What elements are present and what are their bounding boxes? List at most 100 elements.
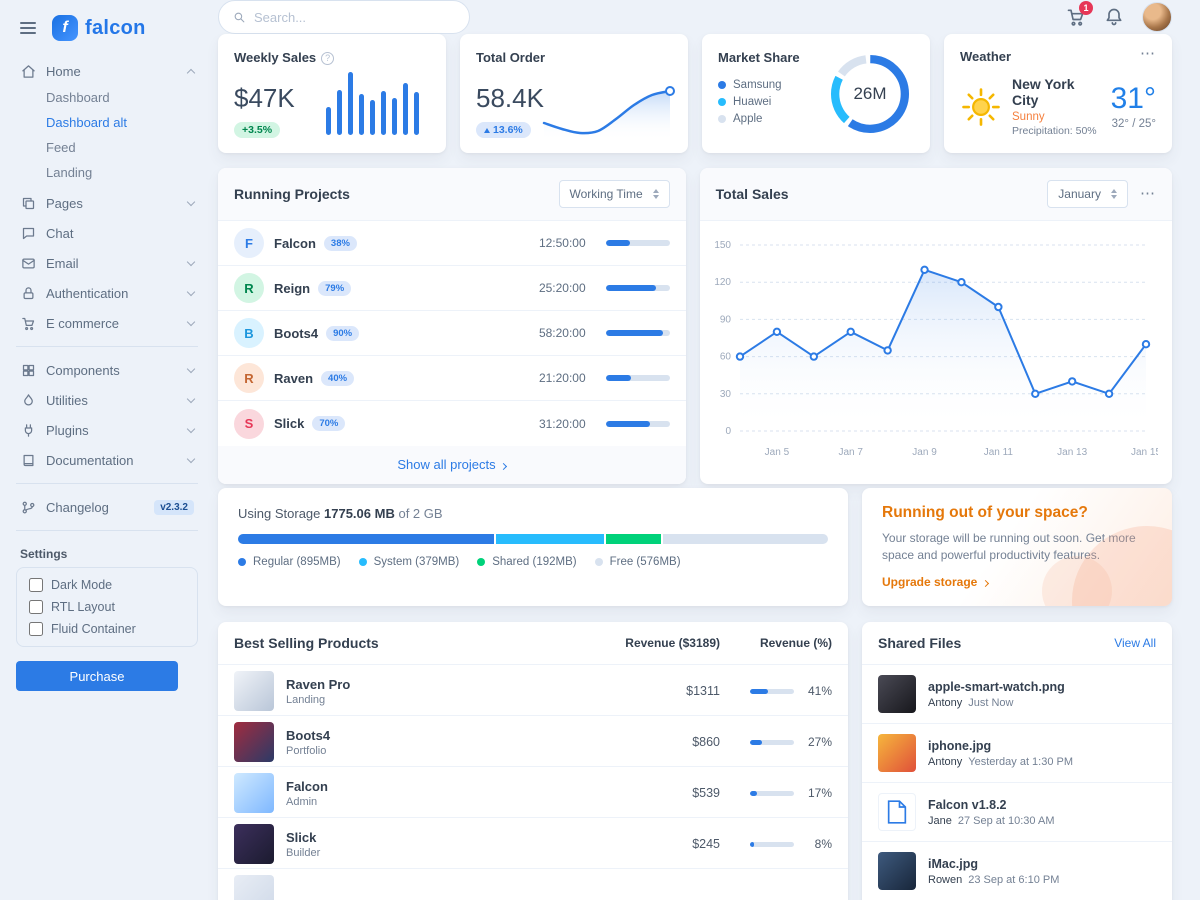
rtl-layout-toggle[interactable]: RTL Layout	[29, 600, 185, 614]
product-name[interactable]: Boots4	[286, 727, 331, 743]
sidebar-item-dashboard[interactable]: Dashboard	[46, 90, 110, 105]
storage-used: 1775.06 MB	[324, 506, 395, 521]
sidebar-item-changelog[interactable]: Changelog v2.3.2	[16, 492, 198, 522]
project-progress-badge: 38%	[323, 235, 357, 251]
revenue-progress-bar	[750, 688, 794, 694]
storage-total: of 2 GB	[398, 506, 443, 521]
file-time: 27 Sep at 10:30 AM	[957, 814, 1055, 827]
sidebar-item-authentication[interactable]: Authentication	[16, 278, 198, 308]
app-logo[interactable]: f falcon	[52, 15, 146, 41]
upgrade-storage-link[interactable]: Upgrade storage	[882, 575, 989, 589]
file-name[interactable]: Falcon v1.8.2	[928, 797, 1007, 812]
purchase-button[interactable]: Purchase	[16, 661, 178, 691]
product-thumbnail	[234, 722, 274, 762]
file-time: 23 Sep at 6:10 PM	[968, 873, 1060, 886]
sidebar-item-label: Documentation	[46, 452, 134, 468]
sidebar-item-documentation[interactable]: Documentation	[16, 445, 198, 475]
svg-text:Jan 13: Jan 13	[1057, 447, 1087, 458]
shared-file-item[interactable]: apple-smart-watch.png Antony Just Now	[862, 665, 1172, 724]
project-row: R Raven 40% 21:20:00	[218, 356, 686, 401]
rtl-layout-checkbox[interactable]	[29, 600, 43, 614]
file-user: Antony	[928, 755, 963, 768]
sidebar-item-components[interactable]: Components	[16, 355, 198, 385]
project-name[interactable]: Raven	[274, 370, 314, 386]
sidebar-item-feed[interactable]: Feed	[46, 140, 76, 155]
best-selling-list: Raven Pro Landing $1311 41% Boots4 Portfol…	[218, 665, 848, 900]
search-box[interactable]	[218, 0, 470, 34]
shared-files-list: apple-smart-watch.png Antony Just Now iph…	[862, 665, 1172, 900]
svg-text:Jan 9: Jan 9	[912, 447, 937, 458]
shared-files-card: Shared Files View All apple-smart-watch.…	[862, 622, 1172, 900]
file-name[interactable]: apple-smart-watch.png	[928, 679, 1065, 694]
file-name[interactable]: iphone.jpg	[928, 738, 992, 753]
total-order-chart	[542, 86, 675, 141]
project-name[interactable]: Falcon	[274, 235, 316, 251]
card-title: Weekly Sales	[234, 50, 317, 65]
table-row: Falcon Admin $539 17%	[218, 767, 848, 818]
components-icon	[20, 362, 36, 378]
sidebar-item-home[interactable]: Home	[16, 56, 198, 86]
sidebar-item-dashboard-alt[interactable]: Dashboard alt	[46, 115, 127, 130]
user-avatar[interactable]	[1142, 2, 1172, 32]
upgrade-space-body: Your storage will be running out soon. G…	[882, 531, 1136, 563]
sidebar-item-landing[interactable]: Landing	[46, 165, 93, 180]
hamburger-menu-button[interactable]	[16, 18, 40, 38]
upgrade-space-title: Running out of your space?	[882, 504, 1088, 521]
svg-text:150: 150	[714, 240, 731, 251]
sidebar-item-chat[interactable]: Chat	[16, 218, 198, 248]
divider	[16, 346, 198, 347]
product-category[interactable]: Admin	[286, 795, 318, 808]
product-name[interactable]: Raven Pro	[286, 676, 351, 692]
weekly-sales-value: $47K	[234, 83, 295, 113]
chevron-down-icon	[186, 454, 196, 463]
info-icon[interactable]	[321, 51, 335, 65]
shared-file-item[interactable]: iMac.jpg Rowen 23 Sep at 6:10 PM	[862, 842, 1172, 900]
project-name[interactable]: Slick	[274, 416, 305, 431]
sidebar-item-utilities[interactable]: Utilities	[16, 385, 198, 415]
search-icon	[234, 12, 245, 22]
cart-button[interactable]: 1	[1066, 1, 1093, 27]
project-progress-bar	[605, 330, 670, 336]
dark-mode-toggle[interactable]: Dark Mode	[29, 578, 185, 592]
fluid-container-checkbox[interactable]	[29, 622, 43, 636]
month-select[interactable]: January	[1047, 180, 1128, 208]
fluid-container-toggle[interactable]: Fluid Container	[29, 622, 185, 636]
product-category[interactable]: Landing	[286, 693, 326, 706]
legend-dot	[718, 81, 726, 89]
sidebar-item-plugins[interactable]: Plugins	[16, 415, 198, 445]
project-name[interactable]: Reign	[274, 280, 311, 296]
total-sales-card: Total Sales January ⋯ 0 30 60 90 120 150 Jan 5…	[699, 168, 1172, 484]
sidebar-item-pages[interactable]: Pages	[16, 188, 198, 218]
working-time-select[interactable]: Working Time	[558, 180, 670, 208]
card-title: Shared Files	[878, 635, 962, 651]
storage-progress-bar	[238, 534, 828, 544]
dark-mode-checkbox[interactable]	[29, 578, 43, 592]
show-all-projects-link[interactable]: Show all projects	[397, 457, 508, 472]
view-all-link[interactable]: View All	[1114, 636, 1156, 650]
project-name[interactable]: Boots4	[274, 325, 319, 341]
product-category[interactable]: Portfolio	[286, 744, 327, 757]
search-input[interactable]	[254, 9, 455, 25]
sidebar-item-ecommerce[interactable]: E commerce	[16, 308, 198, 338]
shared-file-item[interactable]: Falcon v1.8.2 Jane 27 Sep at 10:30 AM	[862, 783, 1172, 842]
card-menu-button[interactable]: ⋯	[1139, 185, 1156, 202]
shared-file-item[interactable]: iphone.jpg Antony Yesterday at 1:30 PM	[862, 724, 1172, 783]
charts-row: Running Projects Working Time F Falcon 38…	[218, 168, 1172, 484]
chat-icon	[20, 225, 36, 241]
storage-segment	[663, 534, 828, 544]
product-category[interactable]: Builder	[286, 846, 321, 859]
card-menu-button[interactable]: ⋯	[1140, 45, 1156, 62]
chevron-down-icon	[186, 257, 196, 266]
product-revenue: $539	[692, 786, 720, 800]
checkbox-label: Dark Mode	[51, 578, 113, 592]
sidebar-item-email[interactable]: Email	[16, 248, 198, 278]
falcon-logo-icon: f	[52, 15, 78, 41]
product-name[interactable]: Slick	[286, 829, 317, 845]
file-name[interactable]: iMac.jpg	[928, 856, 979, 871]
best-selling-card: Best Selling Products Revenue ($3189) Re…	[218, 622, 848, 900]
product-name[interactable]: Falcon	[286, 778, 328, 794]
notifications-button[interactable]	[1104, 7, 1124, 27]
weekly-sales-chart	[326, 72, 428, 135]
plug-icon	[20, 422, 36, 438]
chevron-down-icon	[186, 364, 196, 373]
